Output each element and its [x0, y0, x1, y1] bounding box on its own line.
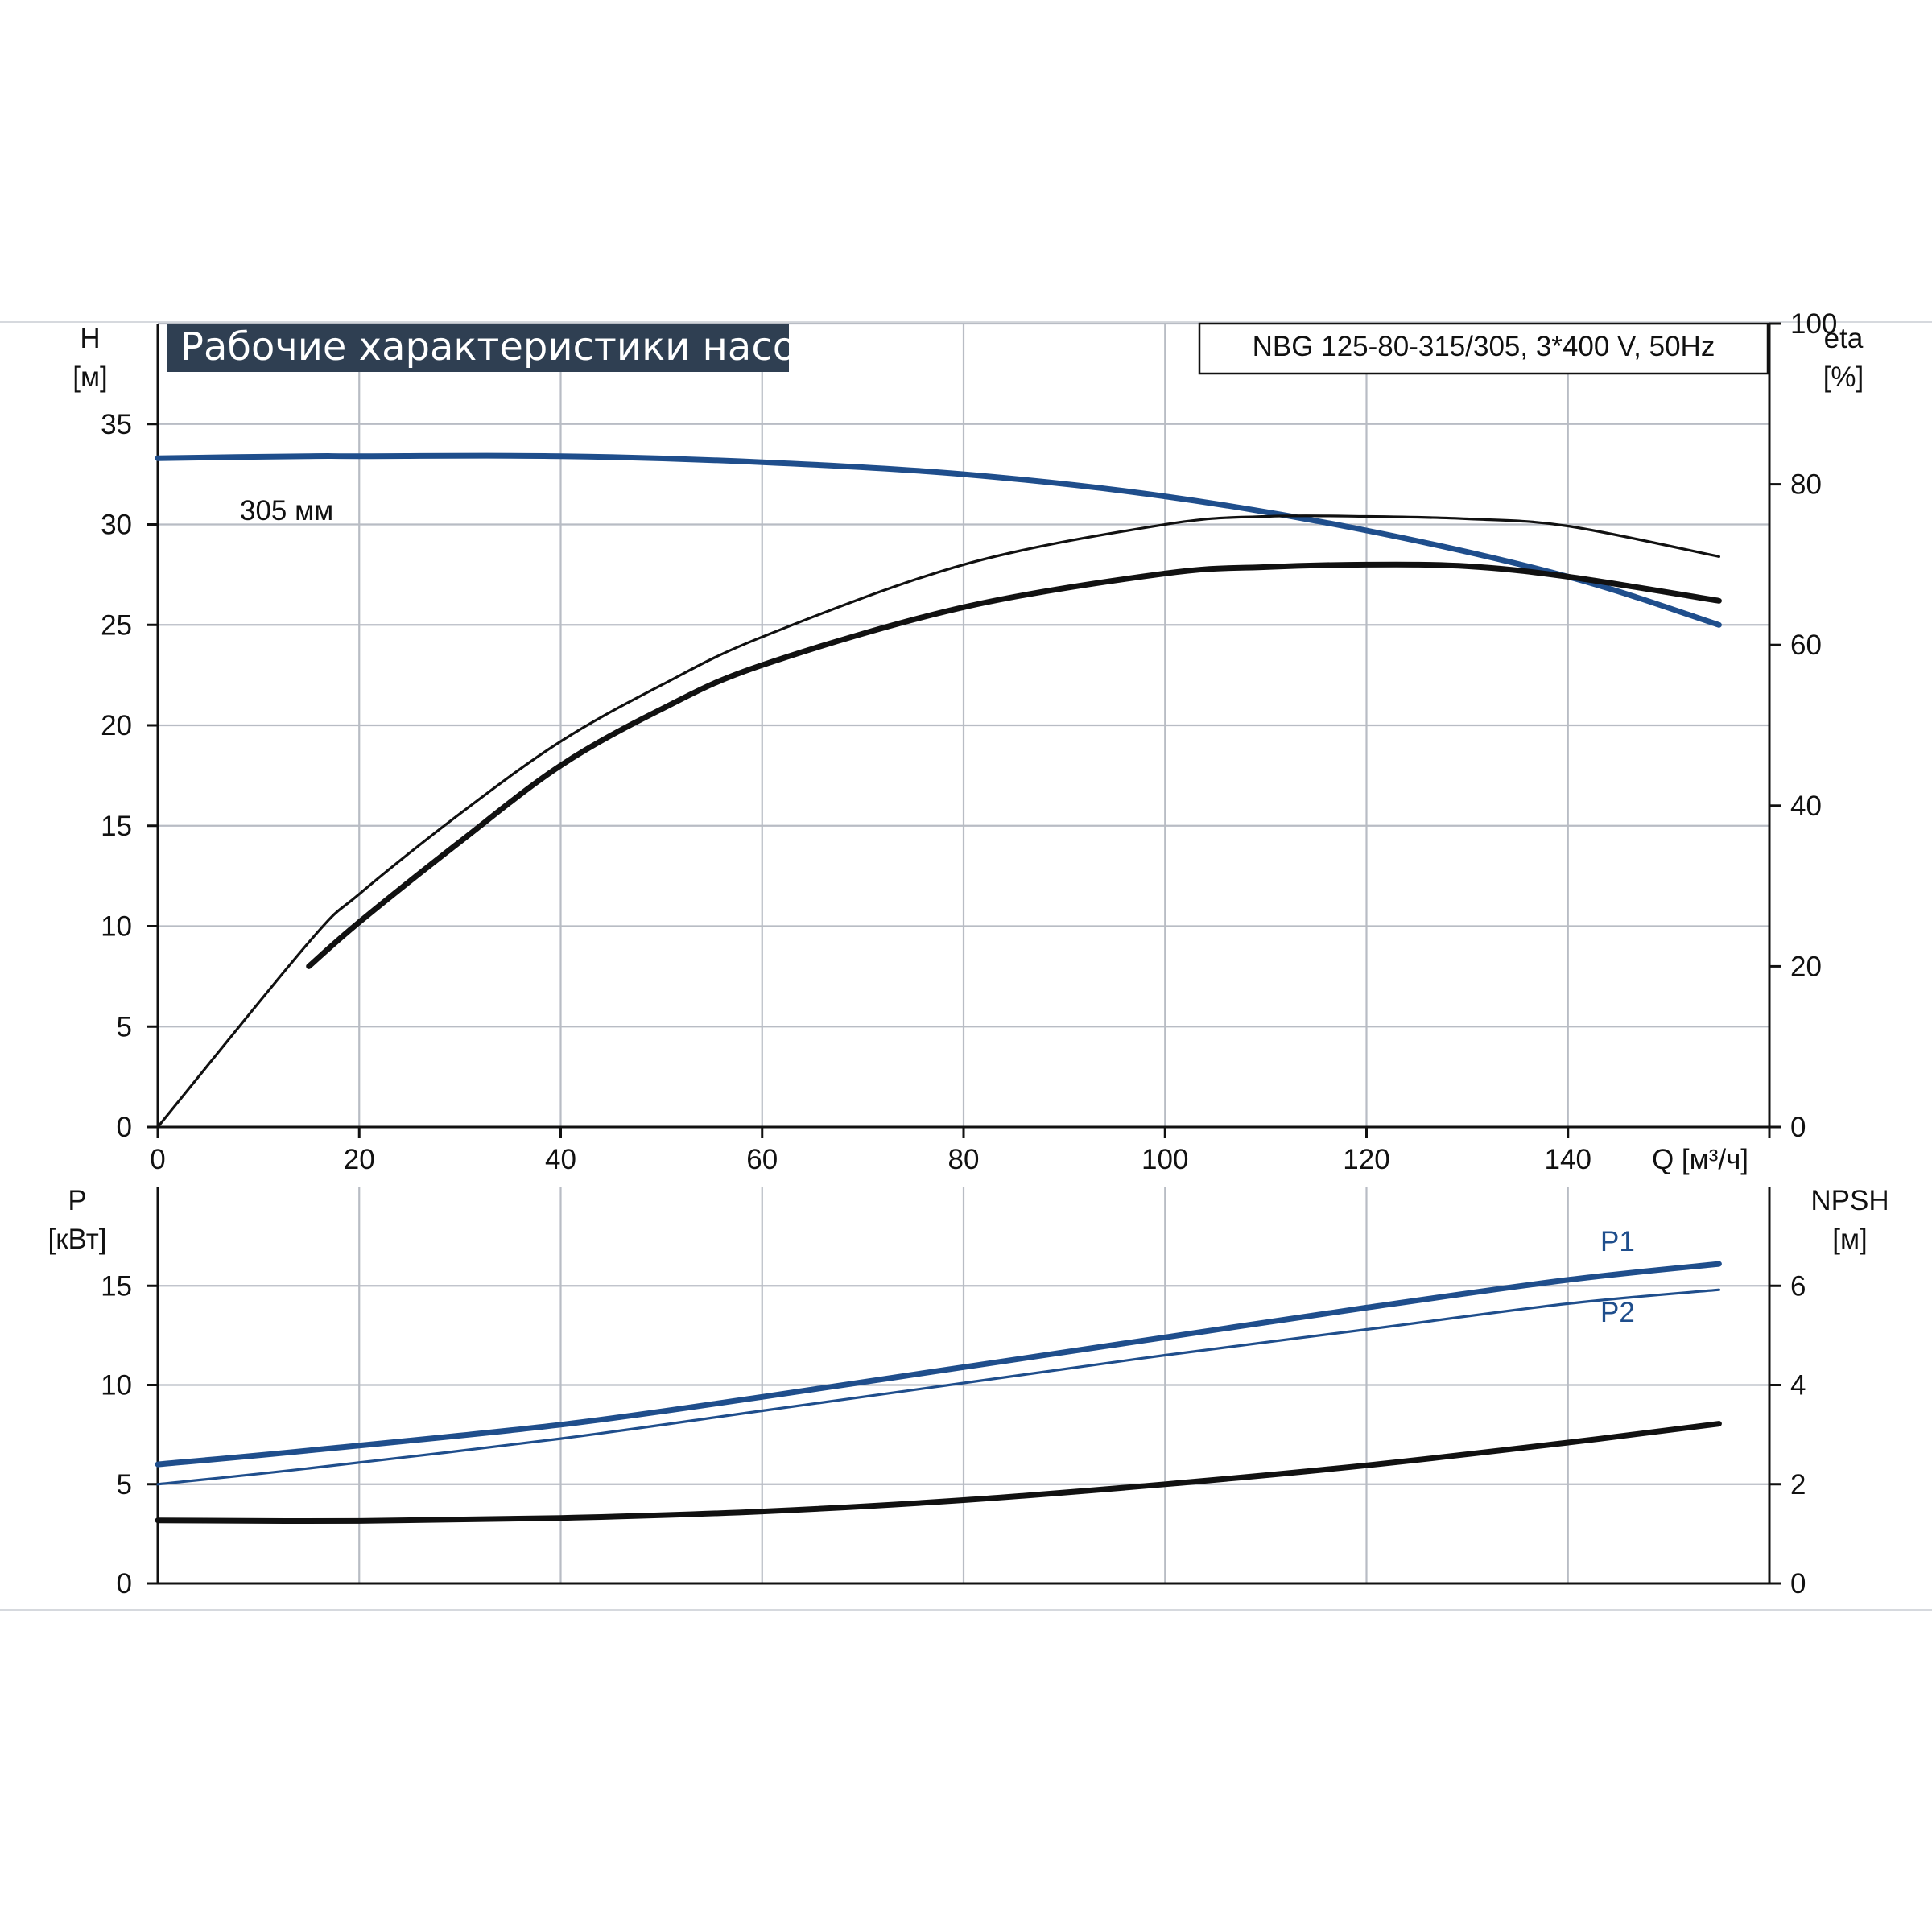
lower-right-tick-label: 4 — [1790, 1370, 1806, 1402]
lower-left-tick-label: 10 — [101, 1370, 132, 1402]
upper-right-axis-label-1: eta — [1824, 323, 1864, 354]
upper-right-tick-label: 0 — [1790, 1112, 1806, 1143]
lower-right-tick-label: 2 — [1790, 1469, 1806, 1501]
head-curve-label: 305 мм — [240, 495, 333, 526]
upper-right-tick-label: 60 — [1790, 630, 1822, 661]
upper-left-tick-label: 15 — [101, 811, 132, 842]
p1-curve-label: P1 — [1600, 1226, 1635, 1257]
p2-curve-label: P2 — [1600, 1297, 1635, 1328]
upper-left-tick-label: 35 — [101, 409, 132, 440]
x-tick-label: 0 — [150, 1144, 165, 1175]
series-lines — [155, 452, 1722, 1525]
upper-left-tick-label: 20 — [101, 710, 132, 741]
upper-left-tick-label: 25 — [101, 609, 132, 641]
lower-right-axis-label-1: NPSH — [1810, 1185, 1889, 1216]
upper-series-1-line — [156, 514, 1720, 1129]
lower-grid — [158, 1187, 1771, 1583]
tick-labels: 0 20 40 60 80 100 120 1400510152025303502040608… — [101, 308, 1837, 1600]
lower-series-1-line — [156, 1288, 1720, 1486]
chart-title: Рабочие характеристики насоса — [180, 324, 841, 369]
upper-left-tick-label: 10 — [101, 911, 132, 943]
lower-left-tick-label: 15 — [101, 1270, 132, 1302]
lower-left-tick-label: 5 — [117, 1469, 132, 1501]
lower-left-axis-label-2: [кВт] — [48, 1224, 107, 1255]
x-tick-label: 80 — [948, 1144, 980, 1175]
upper-series-0-line — [155, 452, 1722, 628]
lower-series-2-line — [155, 1421, 1722, 1525]
upper-left-tick-label: 5 — [117, 1011, 132, 1042]
upper-right-tick-label: 20 — [1790, 951, 1822, 982]
lower-right-tick-label: 6 — [1790, 1270, 1806, 1302]
x-tick-label: 20 — [344, 1144, 375, 1175]
model-box — [1198, 322, 1769, 375]
lower-right-tick-label: 0 — [1790, 1568, 1806, 1600]
upper-grid — [158, 322, 1771, 1127]
x-tick-label: 40 — [545, 1144, 576, 1175]
upper-right-tick-label: 80 — [1790, 469, 1822, 501]
upper-left-tick-label: 0 — [117, 1112, 132, 1143]
x-axis-label: Q [м³/ч] — [1652, 1144, 1748, 1175]
lower-left-axis-label-1: P — [68, 1185, 86, 1216]
axes — [147, 322, 1781, 1585]
model-label: NBG 125-80-315/305, 3*400 V, 50Hz — [1253, 331, 1715, 362]
x-tick-label: 100 — [1141, 1144, 1188, 1175]
upper-series-2-line — [306, 561, 1722, 969]
x-tick-label: 140 — [1545, 1144, 1591, 1175]
lower-series-0-line — [155, 1261, 1722, 1468]
upper-right-tick-label: 100 — [1790, 308, 1837, 340]
title-background — [167, 324, 789, 372]
x-tick-label: 60 — [746, 1144, 778, 1175]
upper-right-tick-label: 40 — [1790, 791, 1822, 822]
upper-right-axis-label-2: [%] — [1823, 361, 1864, 393]
upper-left-tick-label: 30 — [101, 510, 132, 541]
x-tick-label: 120 — [1343, 1144, 1389, 1175]
upper-left-axis-label-2: [м] — [72, 361, 108, 393]
upper-left-axis-label-1: H — [80, 323, 100, 354]
lower-left-tick-label: 0 — [117, 1568, 132, 1600]
lower-right-axis-label-2: [м] — [1832, 1224, 1868, 1255]
